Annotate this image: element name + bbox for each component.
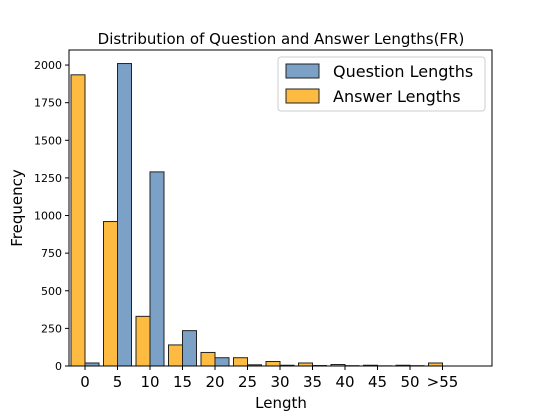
chart-title: Distribution of Question and Answer Leng… bbox=[98, 30, 465, 48]
x-tick-label-6: 30 bbox=[270, 373, 289, 391]
legend: Question Lengths Answer Lengths bbox=[277, 56, 486, 112]
x-tick-label-8: 40 bbox=[335, 373, 354, 391]
x-tick-label-2: 10 bbox=[140, 373, 159, 391]
answer-bar-5 bbox=[233, 357, 248, 367]
y-tick-label-5: 1250 bbox=[34, 172, 62, 185]
question-bar-1 bbox=[117, 63, 132, 367]
x-tick-label-0: 0 bbox=[80, 373, 90, 391]
y-tick-label-7: 1750 bbox=[34, 97, 62, 110]
legend-label-question: Question Lengths bbox=[333, 62, 473, 81]
x-tick-label-3: 15 bbox=[173, 373, 192, 391]
answer-bar-4 bbox=[200, 351, 216, 367]
x-tick-label-5: 25 bbox=[238, 373, 257, 391]
y-axis: 0 250 500 750 1000 1250 1500 1750 2000 bbox=[34, 59, 69, 373]
question-bar-2 bbox=[149, 171, 165, 367]
plot-bars bbox=[70, 63, 443, 367]
answer-bar-3 bbox=[168, 344, 183, 367]
y-tick-label-0: 0 bbox=[55, 360, 62, 373]
answer-bar-6 bbox=[265, 360, 281, 367]
answer-bar-2 bbox=[135, 315, 151, 367]
x-tick-label-1: 5 bbox=[113, 373, 123, 391]
question-bar-4 bbox=[214, 357, 230, 367]
y-tick-label-8: 2000 bbox=[34, 59, 62, 72]
answer-bar-0 bbox=[70, 74, 86, 367]
x-axis: 0 5 10 15 20 25 30 35 40 45 50 >55 bbox=[80, 366, 458, 391]
y-tick-label-3: 750 bbox=[41, 247, 62, 260]
x-tick-label-10: 50 bbox=[400, 373, 419, 391]
x-tick-label-4: 20 bbox=[205, 373, 224, 391]
x-tick-label-9: 45 bbox=[368, 373, 387, 391]
answer-bar-1 bbox=[103, 221, 118, 367]
legend-swatch-answer bbox=[285, 88, 320, 104]
y-tick-label-2: 500 bbox=[41, 285, 62, 298]
x-tick-label-7: 35 bbox=[303, 373, 322, 391]
y-tick-label-1: 250 bbox=[41, 322, 62, 335]
legend-swatch-question bbox=[285, 63, 320, 79]
y-tick-label-6: 1500 bbox=[34, 134, 62, 147]
legend-label-answer: Answer Lengths bbox=[333, 87, 461, 106]
question-bar-3 bbox=[182, 330, 197, 367]
y-axis-label: Frequency bbox=[8, 169, 26, 247]
legend-box bbox=[277, 56, 486, 112]
x-tick-label-11: >55 bbox=[427, 373, 459, 391]
x-axis-label: Length bbox=[255, 394, 307, 411]
y-tick-label-4: 1000 bbox=[34, 210, 62, 223]
